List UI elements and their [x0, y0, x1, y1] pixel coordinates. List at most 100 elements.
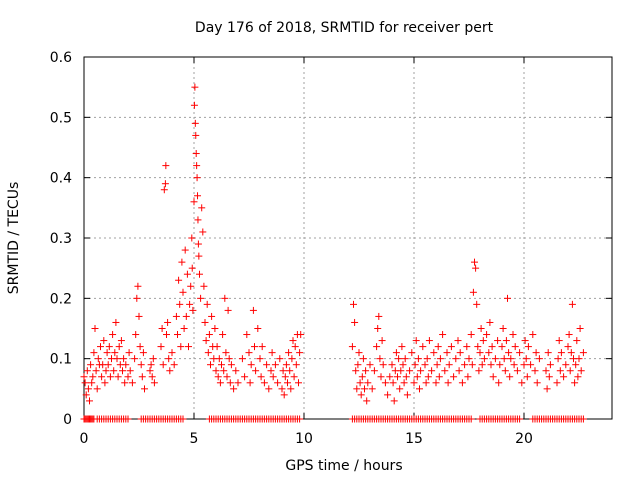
data-point	[377, 373, 385, 381]
data-point	[388, 361, 396, 369]
data-point	[102, 367, 110, 375]
data-point	[87, 361, 95, 369]
data-point	[402, 373, 410, 381]
data-point	[575, 355, 583, 363]
data-point	[379, 361, 387, 369]
data-point	[433, 361, 441, 369]
data-point	[150, 379, 158, 387]
data-point	[507, 355, 515, 363]
data-point	[174, 331, 181, 339]
data-point	[88, 379, 96, 387]
data-point	[83, 367, 91, 375]
data-point	[485, 349, 493, 357]
data-point	[378, 337, 386, 345]
data-point	[189, 306, 197, 314]
data-point	[132, 331, 140, 339]
data-point	[373, 343, 381, 351]
data-point	[213, 343, 221, 351]
data-point	[532, 349, 540, 357]
data-point	[276, 355, 284, 363]
x-tick-label: 5	[190, 431, 199, 447]
data-point	[158, 325, 166, 332]
data-point	[568, 300, 576, 308]
data-point	[464, 373, 472, 381]
chart-title: Day 176 of 2018, SRMTID for receiver per…	[195, 20, 494, 36]
data-point	[461, 361, 469, 369]
data-point	[488, 343, 496, 351]
data-point	[425, 337, 433, 345]
data-point	[455, 367, 463, 375]
data-point	[194, 216, 202, 224]
data-point	[199, 228, 207, 236]
data-point	[224, 306, 232, 314]
data-point	[357, 391, 365, 399]
data-point	[467, 415, 475, 423]
data-point	[148, 373, 156, 381]
data-point	[265, 385, 273, 393]
data-point	[246, 379, 254, 387]
data-point	[179, 415, 187, 423]
data-point	[384, 391, 392, 399]
data-point	[200, 282, 208, 290]
data-point	[573, 337, 581, 345]
data-point	[394, 373, 401, 381]
data-point	[115, 343, 123, 351]
data-point	[361, 385, 368, 393]
data-point	[94, 355, 102, 363]
data-point	[207, 361, 214, 369]
data-point	[86, 397, 93, 405]
data-point	[285, 349, 293, 357]
y-tick-label: 0.5	[50, 110, 72, 126]
data-point	[252, 367, 260, 375]
data-point	[289, 337, 297, 345]
data-point	[450, 373, 458, 381]
data-point	[93, 385, 101, 393]
data-point	[364, 379, 372, 387]
data-point	[529, 331, 537, 339]
y-tick-label: 0.4	[50, 171, 72, 187]
data-point	[411, 361, 419, 369]
data-point	[98, 373, 106, 381]
data-point	[180, 325, 188, 332]
data-point	[269, 373, 277, 381]
data-point	[435, 373, 443, 381]
data-point	[124, 373, 132, 381]
data-point	[288, 355, 296, 363]
data-point	[352, 367, 360, 375]
data-point	[241, 373, 249, 381]
data-point	[177, 343, 185, 351]
data-point	[284, 379, 291, 387]
data-point	[234, 379, 242, 387]
data-point	[395, 355, 403, 363]
data-point	[392, 349, 400, 357]
data-point	[504, 294, 511, 302]
data-point	[469, 288, 477, 296]
data-point	[475, 367, 483, 375]
data-point	[501, 367, 509, 375]
data-point	[281, 373, 289, 381]
data-point	[480, 355, 488, 363]
data-point	[114, 373, 122, 381]
data-point	[546, 361, 554, 369]
data-point	[472, 264, 480, 272]
data-point	[491, 355, 499, 363]
data-point	[172, 312, 180, 320]
data-point	[483, 331, 491, 339]
data-point	[363, 397, 371, 405]
data-point	[545, 373, 553, 381]
data-point	[226, 379, 234, 387]
data-point	[194, 192, 202, 200]
data-point	[280, 391, 288, 399]
data-point	[495, 379, 503, 387]
data-point	[279, 367, 287, 375]
data-point	[104, 361, 112, 369]
y-tick-label: 0.6	[50, 50, 72, 66]
data-point	[254, 325, 262, 332]
data-point	[527, 361, 535, 369]
data-point	[110, 367, 118, 375]
data-point	[381, 379, 389, 387]
data-point	[120, 355, 128, 363]
data-point	[374, 325, 382, 332]
data-point	[358, 373, 366, 381]
data-point	[476, 349, 484, 357]
